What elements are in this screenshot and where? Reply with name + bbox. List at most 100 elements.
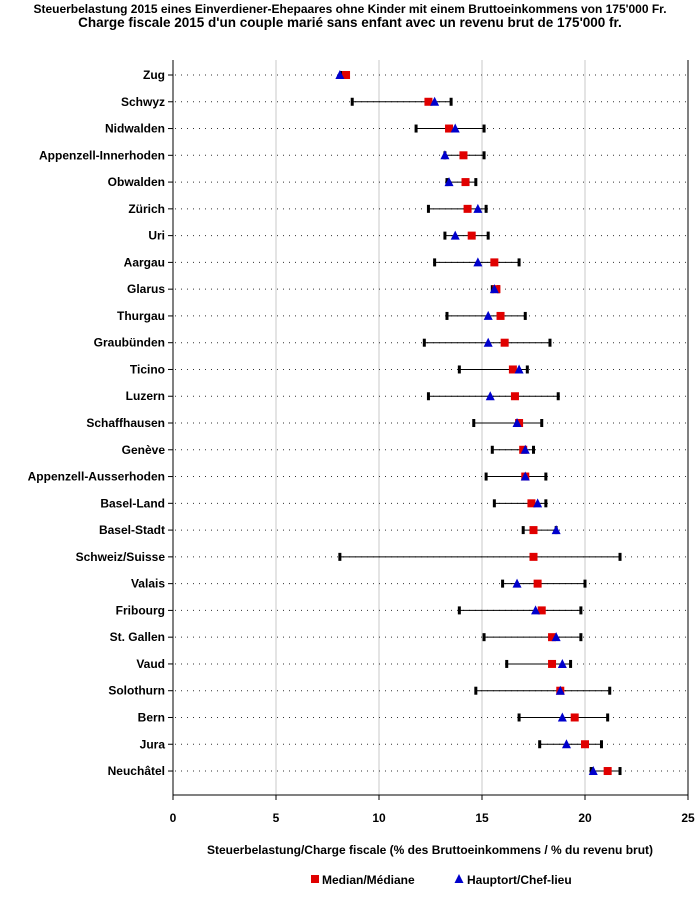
- grid-layer: [275, 60, 586, 795]
- median-marker: [496, 311, 505, 320]
- range-max-cap: [523, 311, 527, 320]
- range-min-cap: [538, 740, 542, 749]
- row-label: Aargau: [124, 255, 165, 269]
- chart-title-fr: Charge fiscale 2015 d'un couple marié sa…: [78, 15, 622, 30]
- legend-hauptort-label: Hauptort/Chef-lieu: [467, 873, 572, 887]
- x-tick-label: 10: [372, 811, 386, 825]
- median-marker: [342, 71, 351, 79]
- row: St. Gallen: [110, 630, 686, 644]
- range-min-cap: [433, 258, 437, 267]
- legend: Median/Médiane Hauptort/Chef-lieu: [311, 873, 572, 887]
- hauptort-marker: [557, 658, 567, 668]
- median-marker: [529, 552, 538, 561]
- range-max-cap: [532, 445, 535, 454]
- x-tick-label: 20: [578, 811, 592, 825]
- row-label: Schweiz/Suisse: [76, 550, 166, 564]
- median-marker: [510, 392, 519, 401]
- hauptort-marker: [430, 96, 440, 106]
- range-max-cap: [606, 713, 610, 722]
- row-label: Zug: [143, 68, 165, 82]
- hauptort-marker: [512, 418, 522, 428]
- row: Graubünden: [94, 336, 686, 350]
- row-label: Obwalden: [108, 175, 165, 189]
- range-min-cap: [490, 445, 494, 454]
- median-marker: [463, 204, 472, 213]
- hauptort-marker: [520, 471, 530, 481]
- hauptort-marker: [489, 284, 499, 294]
- range-min-cap: [457, 365, 461, 374]
- range-min-cap: [505, 659, 509, 668]
- hauptort-marker: [551, 632, 561, 642]
- range-max-cap: [482, 151, 486, 160]
- median-marker: [548, 633, 557, 642]
- row: Basel-Stadt: [99, 523, 686, 537]
- range-max-cap: [618, 552, 622, 561]
- legend-median-marker: [311, 875, 319, 883]
- row: Uri: [148, 229, 686, 243]
- row-label: Ticino: [130, 362, 165, 376]
- range-max-cap: [556, 392, 560, 401]
- range-max-cap: [579, 633, 583, 642]
- hauptort-marker: [588, 766, 598, 776]
- row-label: Uri: [148, 229, 165, 243]
- range-min-cap: [492, 499, 496, 508]
- row: Vaud: [136, 657, 686, 671]
- median-marker: [548, 659, 557, 668]
- median-marker: [603, 767, 612, 776]
- row: Appenzell-Ausserhoden: [28, 470, 686, 484]
- range-min-cap: [338, 552, 342, 561]
- row: Schwyz: [121, 95, 686, 109]
- range-min-cap: [521, 526, 525, 535]
- range-max-cap: [599, 740, 603, 749]
- median-marker: [490, 258, 499, 267]
- median-marker: [459, 151, 468, 160]
- hauptort-marker: [533, 498, 543, 508]
- range-max-cap: [579, 606, 583, 615]
- range-max-cap: [517, 258, 521, 267]
- range-min-cap: [426, 392, 430, 401]
- hauptort-marker: [483, 310, 493, 320]
- range-min-cap: [350, 97, 354, 106]
- row-label: Appenzell-Innerhoden: [39, 148, 165, 162]
- x-tick-label: 15: [475, 811, 489, 825]
- row-label: Schwyz: [121, 95, 165, 109]
- range-min-cap: [422, 338, 426, 347]
- row: Basel-Land: [100, 496, 686, 510]
- row-label: Neuchâtel: [108, 764, 165, 778]
- median-marker: [467, 231, 476, 240]
- legend-median-label: Median/Médiane: [322, 873, 415, 887]
- row-label: Jura: [140, 737, 166, 751]
- range-max-cap: [548, 338, 552, 347]
- row-label: Schaffhausen: [86, 416, 165, 430]
- row: Jura: [140, 737, 686, 751]
- x-tick-label: 0: [170, 811, 177, 825]
- legend-hauptort-marker: [454, 874, 464, 883]
- range-max-cap: [583, 579, 587, 588]
- hauptort-marker: [520, 444, 530, 454]
- range-max-cap: [482, 124, 486, 133]
- row: Glarus: [127, 282, 686, 296]
- hauptort-marker: [483, 337, 493, 347]
- row: Genève: [122, 443, 686, 457]
- row: Nidwalden: [105, 122, 686, 136]
- range-max-cap: [525, 365, 529, 374]
- median-marker: [570, 713, 579, 722]
- range-max-cap: [449, 97, 453, 106]
- x-axis-label: Steuerbelastung/Charge fiscale (% des Br…: [207, 843, 653, 857]
- row: Schweiz/Suisse: [76, 550, 686, 564]
- hauptort-marker: [485, 391, 495, 401]
- median-marker: [529, 526, 538, 535]
- row-label: Graubünden: [94, 336, 165, 350]
- row-label: Solothurn: [108, 684, 165, 698]
- x-tick-label: 5: [273, 811, 280, 825]
- row: Obwalden: [108, 175, 686, 189]
- row-label: Bern: [138, 710, 165, 724]
- median-marker: [533, 579, 542, 588]
- range-min-cap: [472, 419, 476, 428]
- median-marker: [461, 178, 470, 187]
- range-min-cap: [474, 686, 478, 695]
- median-marker: [424, 97, 433, 106]
- median-marker: [445, 124, 454, 133]
- x-tick-label: 25: [681, 811, 695, 825]
- row: Schaffhausen: [86, 416, 686, 430]
